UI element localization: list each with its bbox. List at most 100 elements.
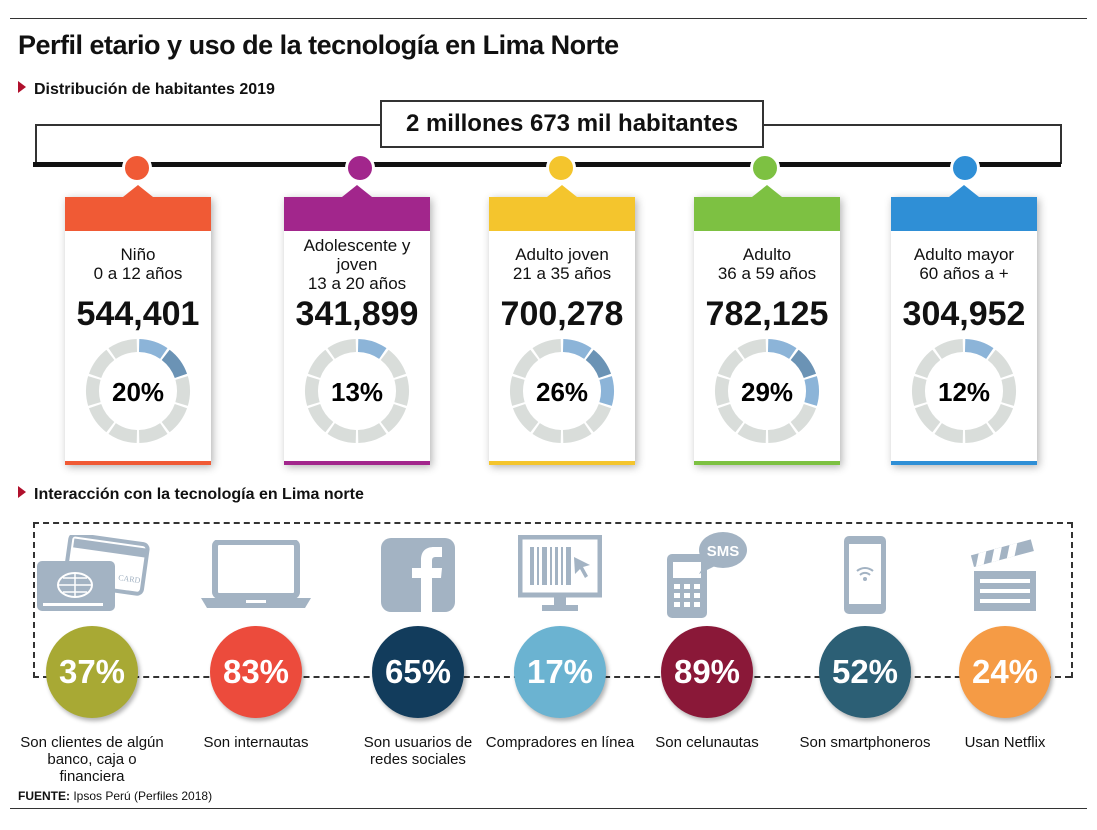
group-range: 36 a 59 años — [717, 264, 817, 283]
donut-segment-empty — [327, 423, 357, 443]
percent-circle: 37% — [46, 626, 138, 718]
donut-segment-empty — [510, 376, 525, 406]
donut-segment-empty — [562, 423, 592, 443]
laptop-icon — [181, 530, 331, 620]
percent-circle: 83% — [210, 626, 302, 718]
age-group-card: Adolescente y joven 13 a 20 años 341,899 … — [284, 185, 430, 465]
timeline-dot — [345, 153, 375, 183]
group-range: 0 a 12 años — [93, 264, 183, 283]
source-text: Ipsos Perú (Perfiles 2018) — [73, 789, 213, 803]
card-footer-bar — [65, 461, 211, 465]
age-group-card: Adulto 36 a 59 años 782,125 29% — [694, 185, 840, 465]
donut-segment-filled — [767, 339, 797, 359]
donut-percent-label: 12% — [938, 377, 990, 407]
technology-stat: 65% Son usuarios de redes sociales — [343, 530, 493, 768]
bottom-rule — [10, 808, 1087, 809]
donut-segment-empty — [512, 349, 539, 379]
donut-percent-label: 13% — [331, 377, 383, 407]
stat-description: Son clientes de algún banco, caja o fina… — [20, 734, 164, 785]
donut-segment-empty — [307, 349, 334, 379]
donut-segment-filled — [804, 376, 819, 406]
stat-description: Son internautas — [203, 734, 309, 751]
dashed-frame — [33, 522, 1073, 678]
population-value: 304,952 — [902, 295, 1026, 333]
section-technology-heading: Interacción con la tecnología en Lima no… — [18, 486, 364, 504]
donut-segment-filled — [964, 339, 994, 359]
donut-chart: 29% — [715, 339, 819, 443]
donut-segment-empty — [380, 403, 407, 433]
total-population: 2 millones 673 mil habitantes — [380, 100, 764, 148]
percent-circle: 24% — [959, 626, 1051, 718]
card-footer-bar — [284, 461, 430, 465]
section-title: Interacción con la tecnología en Lima no… — [34, 486, 364, 503]
population-value: 700,278 — [500, 295, 624, 333]
card-header-band — [489, 185, 635, 231]
donut-percent-label: 20% — [112, 377, 164, 407]
card-footer-bar — [489, 461, 635, 465]
donut-chart: 26% — [510, 339, 614, 443]
stat-description: Son usuarios de redes sociales — [363, 734, 473, 768]
donut-segment-empty — [532, 423, 562, 443]
stat-description: Compradores en línea — [485, 734, 635, 751]
donut-segment-empty — [737, 423, 767, 443]
stat-description: Son celunautas — [655, 734, 759, 751]
technology-stat: 24% Usan Netflix — [930, 530, 1080, 751]
page-title: Perfil etario y uso de la tecnología en … — [18, 30, 619, 60]
source-label: FUENTE: — [18, 789, 70, 803]
percent-circle: 89% — [661, 626, 753, 718]
donut-segment-empty — [307, 403, 334, 433]
donut-segment-empty — [161, 403, 188, 433]
donut-segment-empty — [175, 376, 190, 406]
group-range: 13 a 20 años — [307, 273, 407, 293]
group-name: Adulto mayor — [913, 245, 1015, 264]
donut-chart: 12% — [912, 339, 1016, 443]
donut-percent-label: 29% — [741, 377, 793, 407]
population-value: 341,899 — [295, 295, 419, 333]
group-range: 21 a 35 años — [512, 264, 612, 283]
source-note: FUENTE: Ipsos Perú (Perfiles 2018) — [18, 789, 212, 803]
age-group-card: Niño 0 a 12 años 544,401 20% — [65, 185, 211, 465]
technology-stat: CARD 37% Son clientes de algún banco, ca… — [17, 530, 167, 785]
population-value: 782,125 — [705, 295, 829, 333]
section-title: Distribución de habitantes 2019 — [34, 81, 275, 98]
donut-segment-filled — [562, 339, 592, 359]
donut-segment-empty — [138, 423, 168, 443]
svg-text:CARD: CARD — [117, 573, 140, 585]
card-header-band — [284, 185, 430, 231]
donut-segment-empty — [88, 403, 115, 433]
donut-segment-empty — [715, 376, 730, 406]
timeline-dot — [546, 153, 576, 183]
population-value: 544,401 — [76, 295, 200, 333]
sms-phone-icon: SMS — [632, 530, 782, 620]
timeline-dot — [750, 153, 780, 183]
stat-description: Usan Netflix — [964, 734, 1046, 751]
card-header-band — [65, 185, 211, 231]
donut-segment-empty — [717, 403, 744, 433]
donut-segment-empty — [532, 339, 562, 359]
stat-description: Son smartphoneros — [799, 734, 931, 751]
donut-segment-empty — [1001, 376, 1016, 406]
card-footer-bar — [891, 461, 1037, 465]
donut-segment-empty — [86, 376, 101, 406]
donut-chart: 13% — [305, 339, 409, 443]
card-header-band — [694, 185, 840, 231]
top-rule — [10, 18, 1087, 19]
donut-segment-filled — [790, 349, 817, 379]
triangle-bullet-icon — [18, 486, 26, 498]
technology-stat: 83% Son internautas — [181, 530, 331, 751]
donut-segment-empty — [737, 339, 767, 359]
donut-segment-empty — [327, 339, 357, 359]
clapperboard-icon — [930, 530, 1080, 620]
donut-segment-filled — [585, 349, 612, 379]
online-shopping-icon — [485, 530, 635, 620]
percent-circle: 65% — [372, 626, 464, 718]
age-group-label: Adulto mayor 60 años a + — [891, 233, 1037, 295]
donut-segment-empty — [912, 376, 927, 406]
donut-segment-filled — [357, 339, 387, 359]
timeline-dot — [122, 153, 152, 183]
donut-segment-empty — [934, 339, 964, 359]
donut-segment-empty — [914, 349, 941, 379]
group-name: Adulto joven — [515, 245, 609, 264]
technology-stat: 52% Son smartphoneros — [790, 530, 940, 751]
age-group-label: Niño 0 a 12 años — [65, 233, 211, 295]
